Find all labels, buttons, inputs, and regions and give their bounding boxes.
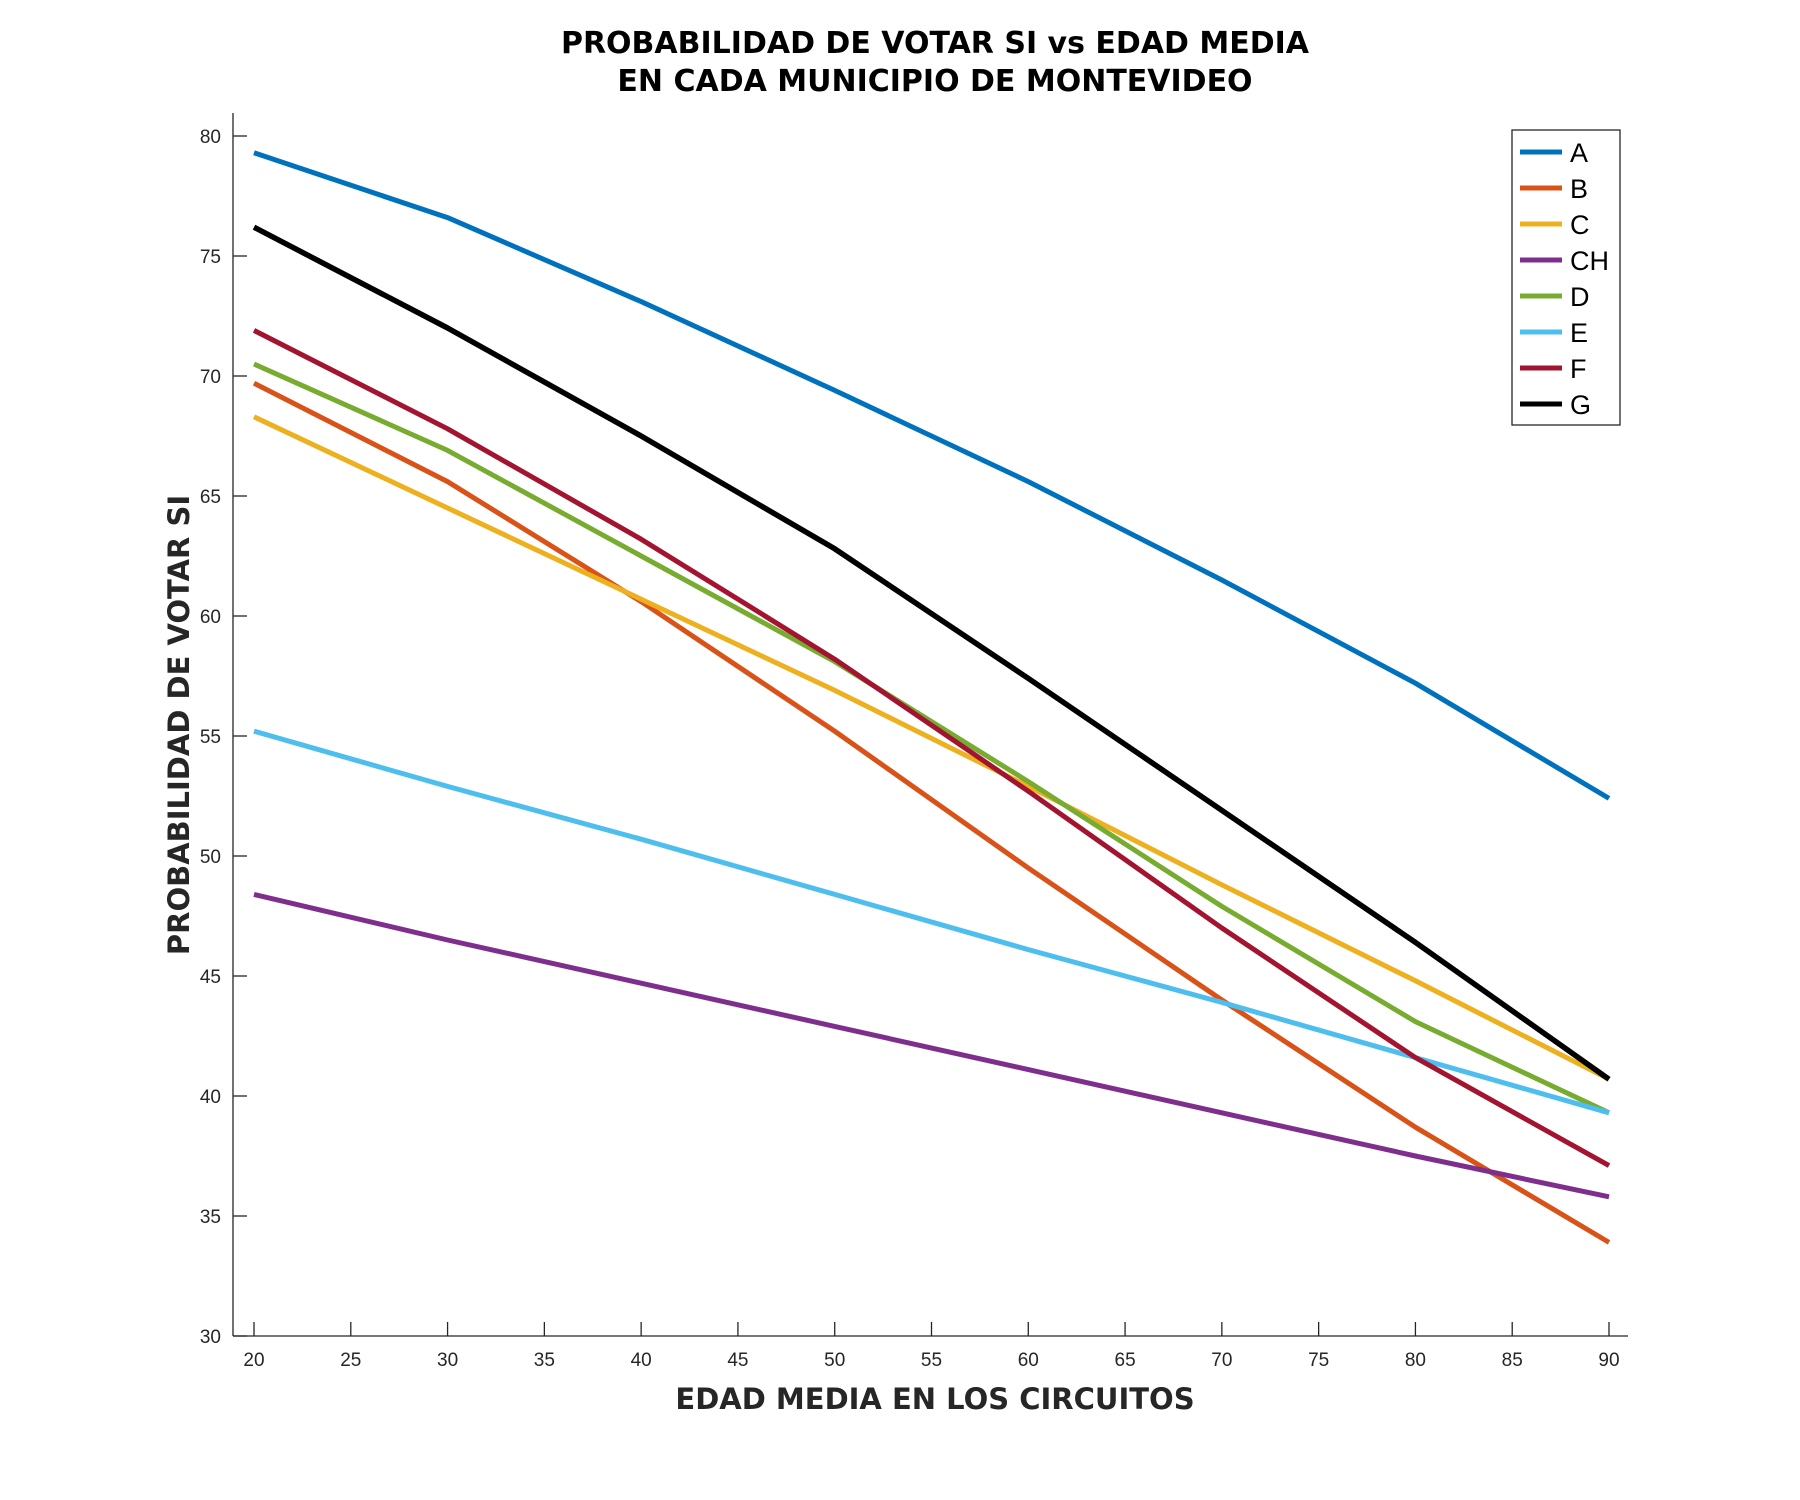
x-tick-label: 80: [1405, 1350, 1426, 1371]
chart-title-line-2: EN CADA MUNICIPIO DE MONTEVIDEO: [617, 64, 1252, 99]
x-tick-label: 85: [1502, 1350, 1523, 1371]
series-line-ch: [253, 891, 1610, 1200]
x-tick-label: 75: [1308, 1350, 1329, 1371]
x-tick-label: 45: [727, 1350, 748, 1371]
y-tick-label: 30: [200, 1327, 221, 1348]
y-tick-label: 35: [200, 1207, 221, 1228]
y-axis-label: PROBABILIDAD DE VOTAR SI: [162, 495, 196, 955]
x-tick-label: 70: [1211, 1350, 1232, 1371]
x-tick-label: 30: [437, 1350, 458, 1371]
x-tick-label: 25: [340, 1350, 361, 1371]
y-tick-label: 80: [200, 127, 221, 148]
y-tick-label: 65: [200, 487, 221, 508]
x-tick-label: 40: [631, 1350, 652, 1371]
legend-label-a: A: [1570, 138, 1588, 168]
series-line-g: [252, 224, 1611, 1082]
legend-box: [1511, 129, 1621, 426]
y-tick-label: 60: [200, 607, 221, 628]
series-line-c: [252, 414, 1611, 1082]
series-line-d: [252, 361, 1611, 1116]
legend-label-c: C: [1570, 210, 1590, 240]
axes: 20 25 30 35 40 45 50 55 60 65 70 75 80 85 90 30 35 40 45 50…: [200, 113, 1628, 1371]
y-tick-label: 70: [200, 367, 221, 388]
legend-label-d: D: [1570, 282, 1590, 312]
series-lines: [252, 150, 1611, 1245]
legend-label-f: F: [1570, 354, 1587, 384]
x-tick-label: 60: [1018, 1350, 1039, 1371]
series-line-b: [252, 380, 1611, 1245]
legend-label-ch: CH: [1570, 246, 1609, 276]
legend-label-e: E: [1570, 318, 1588, 348]
x-tick-label: 65: [1115, 1350, 1136, 1371]
x-axis-label: EDAD MEDIA EN LOS CIRCUITOS: [675, 1382, 1194, 1416]
y-tick-label: 55: [200, 727, 221, 748]
x-tick-label: 35: [534, 1350, 555, 1371]
y-tick-label: 75: [200, 247, 221, 268]
legend-label-b: B: [1570, 174, 1588, 204]
x-tick-label: 90: [1598, 1350, 1619, 1371]
x-tick-label: 50: [824, 1350, 845, 1371]
series-line-e: [253, 728, 1610, 1116]
y-tick-label: 45: [200, 967, 221, 988]
series-line-f: [252, 328, 1611, 1168]
x-tick-label: 20: [243, 1350, 264, 1371]
chart-title-line-1: PROBABILIDAD DE VOTAR SI vs EDAD MEDIA: [561, 26, 1310, 61]
y-tick-label: 50: [200, 847, 221, 868]
x-tick-label: 55: [921, 1350, 942, 1371]
y-tick-label: 40: [200, 1087, 221, 1108]
legend-label-g: G: [1570, 390, 1591, 420]
series-line-a: [253, 150, 1611, 801]
